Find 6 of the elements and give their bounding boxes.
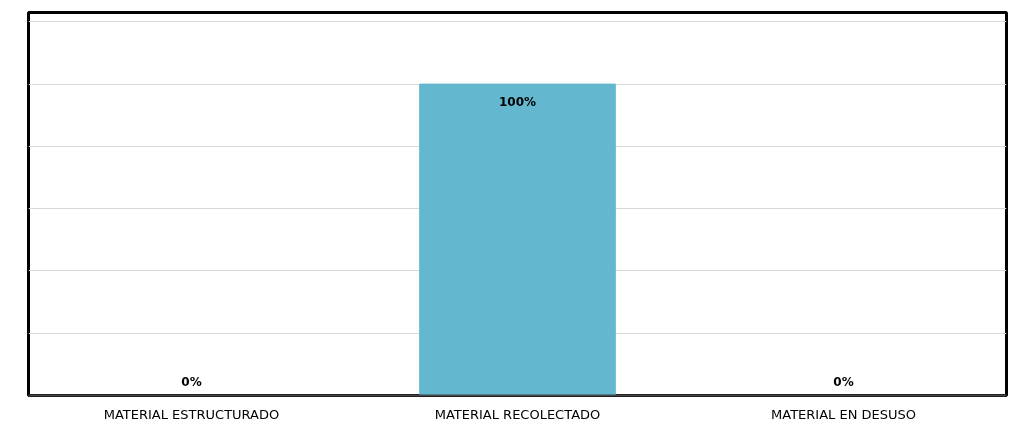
x-tick-label: MATERIAL ESTRUCTURADO	[103, 406, 280, 422]
x-tick-label: MATERIAL RECOLECTADO	[434, 406, 601, 422]
data-label: 100%	[498, 95, 537, 110]
data-label: 0%	[181, 375, 202, 390]
x-tick-label: MATERIAL EN DESUSO	[771, 406, 916, 422]
data-label: 0%	[833, 375, 854, 390]
